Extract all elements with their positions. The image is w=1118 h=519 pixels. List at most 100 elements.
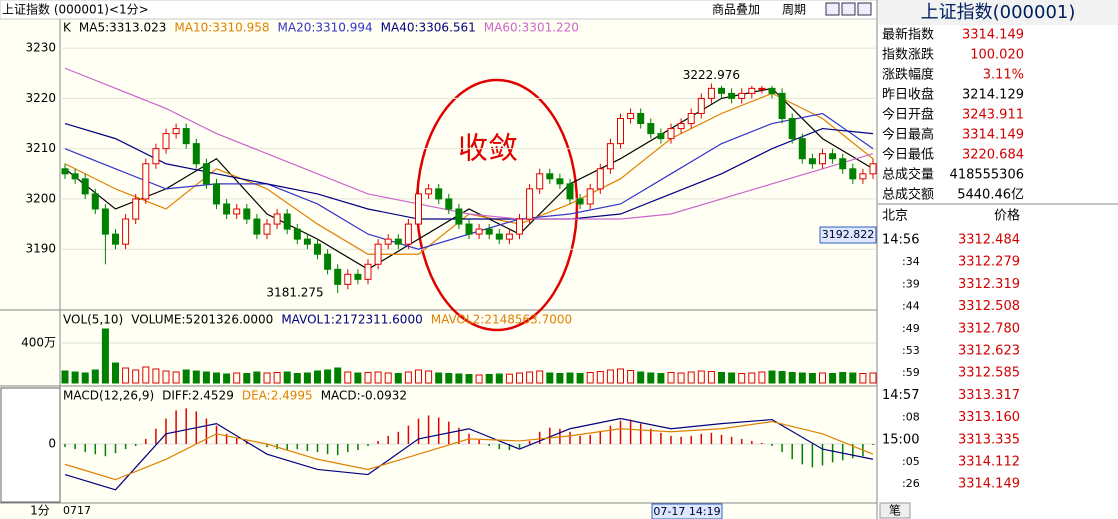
candle-body: [495, 233, 503, 240]
tick-price: 3314.112: [958, 455, 1020, 470]
volume-bar: [627, 370, 635, 384]
period-label: 1分: [30, 504, 50, 518]
volume-bar: [324, 369, 332, 384]
candle-body: [485, 228, 493, 235]
volume-bar: [485, 374, 493, 384]
y-tick-label: 3190: [25, 242, 56, 256]
candle-body: [162, 133, 170, 150]
volume-bar: [546, 372, 554, 384]
volume-bar: [657, 373, 665, 384]
volume-bar: [101, 328, 109, 384]
candle-body: [404, 223, 412, 245]
quote-label: 总成交额: [882, 187, 934, 203]
volume-bar: [738, 373, 746, 384]
quote-value: 5440.46亿: [957, 188, 1024, 203]
indicator-line: [64, 420, 874, 481]
volume-bar: [404, 371, 412, 384]
candle-body: [324, 253, 332, 270]
tick-price: 3312.585: [958, 366, 1020, 381]
candle-body: [758, 87, 766, 90]
candle-body: [687, 112, 695, 125]
window-title: 上证指数 (000001)<1分>: [2, 2, 149, 17]
candle-body: [374, 243, 382, 265]
nav-button[interactable]: [857, 2, 872, 16]
legend-entry: DIFF:2.4529: [162, 389, 234, 403]
tick-price: 3313.317: [958, 388, 1020, 403]
volume-bar: [273, 372, 281, 384]
volume-bar: [374, 371, 382, 384]
volume-bar: [808, 373, 816, 384]
volume-bar: [718, 372, 725, 384]
nav-button[interactable]: [841, 2, 856, 16]
y-tick-label: 3200: [25, 191, 56, 205]
tab[interactable]: [879, 502, 911, 519]
volume-bar: [465, 374, 473, 384]
candle-body: [91, 193, 99, 210]
quote-label: 昨日收盘: [882, 87, 934, 103]
volume-bar: [253, 371, 261, 384]
indicator-line: [64, 417, 874, 491]
candle-body: [566, 183, 574, 200]
candle-body: [314, 243, 321, 255]
candle-body: [394, 238, 402, 245]
candle-body: [182, 128, 190, 145]
volume-bar: [142, 366, 150, 384]
candle-body: [475, 228, 483, 235]
tick-price: 3312.780: [958, 321, 1020, 336]
quote-value: 3314.149: [962, 128, 1024, 143]
legend-entry: VOL(5,10): [63, 313, 123, 327]
candle-body: [122, 218, 130, 245]
volume-bar: [182, 369, 190, 384]
candle-body: [768, 87, 776, 94]
tab-label[interactable]: 笔: [889, 503, 901, 518]
volume-bar: [213, 372, 220, 384]
tick-time: 15:00: [882, 432, 919, 447]
tick-price: 3312.319: [958, 277, 1020, 292]
y-tick-label: 3220: [25, 91, 56, 105]
volume-bar: [172, 371, 180, 384]
quote-title-bar: [878, 0, 1118, 25]
volume-bar: [364, 372, 372, 384]
tick-time: 14:57: [882, 388, 919, 403]
volume-bar: [81, 372, 89, 384]
candle-body: [788, 118, 796, 140]
legend-entry: DEA:2.4995: [242, 389, 313, 403]
legend-entry: MA20:3310.994: [278, 21, 373, 35]
candle-body: [697, 97, 705, 114]
candle-body: [556, 178, 564, 185]
candle-body: [273, 213, 281, 225]
legend-entry: MA10:3310.958: [174, 21, 269, 35]
volume-bar: [61, 370, 69, 384]
volume-bar: [617, 368, 624, 384]
tick-time: :26: [902, 477, 920, 490]
candle-body: [61, 168, 69, 175]
candle-body: [849, 168, 857, 180]
quote-value: 418555306: [950, 168, 1024, 183]
volume-bar: [576, 373, 584, 384]
nav-button[interactable]: [825, 2, 840, 16]
volume-bar: [707, 371, 715, 384]
candle-body: [505, 233, 513, 240]
period-button[interactable]: 周期: [782, 3, 806, 17]
tick-time: :49: [902, 322, 920, 335]
tick-price: 3313.160: [958, 410, 1020, 425]
candle-body: [293, 228, 301, 240]
candle-body: [435, 188, 443, 200]
quote-label: 今日最高: [882, 127, 934, 143]
candle-body: [425, 188, 433, 195]
y-tick-label: 400万: [21, 336, 56, 350]
volume-bar: [303, 372, 311, 384]
volume-bar: [819, 372, 826, 384]
candle-body: [253, 218, 261, 235]
overlay-button[interactable]: 商品叠加: [712, 2, 760, 17]
volume-bar: [233, 372, 241, 384]
volume-bar: [697, 370, 705, 384]
cursor-price: 3192.822: [822, 228, 875, 241]
candle-body: [223, 203, 231, 215]
volume-bar: [606, 369, 614, 384]
volume-bar: [314, 370, 321, 384]
quote-label: 最新指数: [882, 27, 934, 43]
quote-value: 3314.149: [962, 28, 1024, 43]
volume-bar: [263, 372, 271, 384]
legend-entry: MA5:3313.023: [79, 21, 167, 35]
